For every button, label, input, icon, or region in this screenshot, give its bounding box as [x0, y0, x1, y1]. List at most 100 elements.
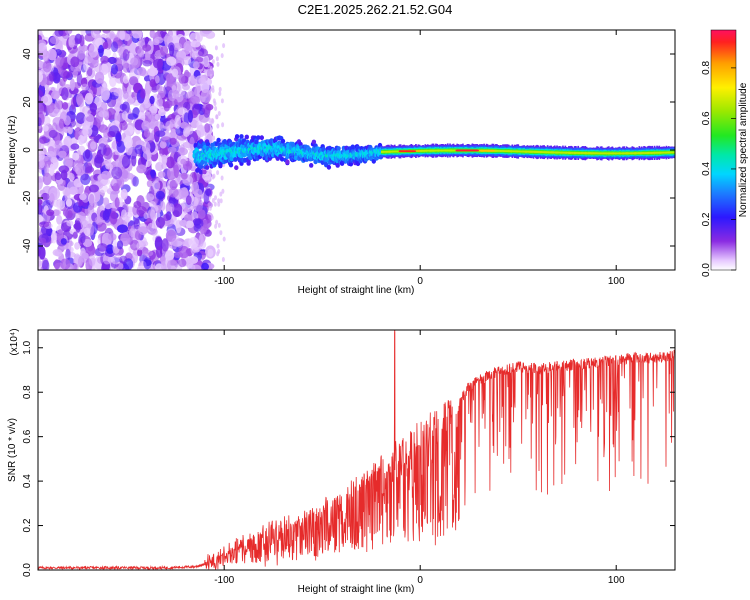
signal-band	[441, 149, 443, 152]
noise-blob	[213, 201, 217, 207]
noise-blob	[189, 119, 199, 129]
signal-band	[383, 151, 386, 153]
noise-blob	[136, 241, 144, 251]
noise-blob	[155, 190, 165, 200]
colorbar-tick-label: 0.4	[701, 162, 712, 176]
signal-band	[628, 152, 630, 155]
noise-blob	[49, 163, 55, 176]
noise-blob	[159, 140, 167, 149]
signal-band	[419, 150, 422, 152]
noise-blob	[222, 236, 226, 242]
spectrogram-ytick-label: 20	[22, 96, 33, 108]
noise-blob	[201, 262, 209, 270]
signal-blob	[326, 164, 332, 170]
noise-blob	[67, 125, 73, 135]
noise-blob	[120, 188, 128, 200]
signal-band	[431, 149, 434, 152]
signal-band	[537, 151, 540, 153]
noise-blob	[217, 198, 221, 204]
signal-band	[542, 151, 544, 153]
noise-blob	[210, 215, 214, 221]
signal-band	[592, 152, 595, 155]
noise-blob	[106, 32, 114, 39]
signal-band	[596, 152, 598, 155]
noise-blob	[143, 212, 149, 220]
signal-band	[633, 152, 636, 155]
noise-blob	[163, 213, 170, 222]
signal-band	[453, 149, 456, 152]
noise-blob	[39, 159, 45, 169]
signal-band	[580, 152, 583, 155]
noise-blob	[38, 221, 50, 228]
noise-blob	[110, 253, 122, 265]
signal-band	[439, 149, 442, 152]
signal-blob	[350, 144, 355, 150]
noise-blob	[93, 62, 102, 73]
signal-band	[519, 150, 522, 153]
noise-blob	[150, 170, 156, 179]
noise-blob	[58, 118, 65, 129]
noise-blob	[155, 246, 163, 258]
signal-blob	[233, 157, 238, 162]
noise-blob	[90, 141, 97, 150]
spectrogram-ytick-label: -40	[22, 238, 33, 253]
noise-blob	[166, 56, 177, 66]
noise-blob	[136, 164, 147, 174]
noise-blob	[38, 177, 43, 190]
signal-band	[629, 152, 631, 155]
noise-blob	[168, 42, 175, 52]
snr-line-chart: -100 0 100 0.0 0.2 0.4 0.6 0.8 1.0 (x10⁴) Height…	[7, 328, 676, 595]
noise-blob	[207, 248, 214, 258]
noise-blob	[145, 193, 155, 202]
noise-blob	[204, 123, 211, 133]
noise-blob	[54, 30, 64, 37]
noise-blob	[64, 30, 73, 35]
signal-blob	[348, 161, 354, 167]
noise-blob	[154, 75, 160, 84]
noise-blob	[42, 49, 49, 61]
noise-blob	[121, 155, 131, 169]
signal-band	[591, 152, 594, 155]
signal-band	[536, 150, 538, 153]
signal-blob	[309, 163, 314, 168]
noise-blob	[201, 219, 212, 229]
noise-blob	[185, 195, 192, 206]
signal-band	[563, 151, 565, 154]
noise-blob	[122, 62, 131, 73]
noise-blob	[119, 255, 128, 264]
signal-band	[586, 152, 589, 155]
noise-blob	[158, 86, 166, 99]
noise-blob	[209, 65, 213, 71]
signal-band	[608, 152, 610, 155]
signal-band	[540, 151, 543, 153]
signal-band	[643, 152, 645, 154]
signal-band	[588, 152, 590, 155]
noise-blob	[144, 110, 153, 124]
noise-blob	[111, 166, 123, 180]
noise-blob	[111, 64, 118, 75]
snr-multiplier: (x10⁴)	[9, 328, 20, 355]
signal-band	[638, 152, 641, 155]
noise-blob	[133, 201, 142, 209]
noise-blob	[143, 257, 152, 270]
noise-blob	[192, 61, 200, 69]
noise-blob	[75, 112, 86, 124]
signal-band	[639, 152, 642, 155]
noise-blob	[71, 152, 80, 161]
noise-blob	[49, 71, 55, 82]
snr-xtick-label: -100	[214, 575, 234, 586]
signal-band	[600, 152, 603, 155]
signal-band	[504, 150, 507, 152]
noise-blob	[42, 172, 52, 186]
signal-band	[426, 149, 429, 152]
noise-blob	[161, 238, 169, 252]
noise-blob	[94, 154, 103, 169]
noise-blob	[38, 39, 47, 52]
noise-blob	[161, 154, 168, 165]
noise-blob	[51, 229, 57, 244]
noise-blob	[82, 238, 93, 248]
noise-blob	[191, 196, 199, 207]
signal-band	[609, 152, 611, 155]
signal-peak	[479, 149, 495, 152]
noise-blob	[59, 258, 71, 270]
